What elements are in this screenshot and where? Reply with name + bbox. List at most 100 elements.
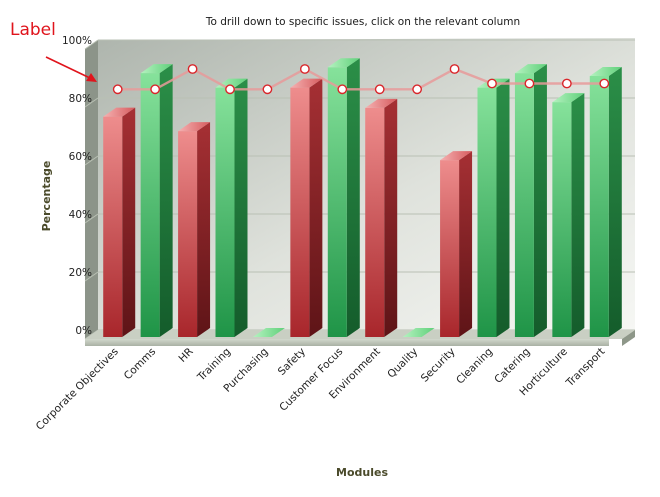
- bar-top: [402, 328, 435, 337]
- bar[interactable]: [440, 151, 473, 337]
- bar[interactable]: [290, 78, 323, 337]
- bar-top: [103, 107, 136, 117]
- line-point[interactable]: [112, 84, 123, 95]
- line-point[interactable]: [599, 78, 610, 89]
- line-point[interactable]: [225, 84, 235, 95]
- bar-top: [252, 328, 285, 337]
- bar-top: [589, 67, 622, 76]
- x-tick-label: Corporate Objectives: [34, 346, 121, 433]
- x-tick-label: Customer Focus: [277, 346, 345, 414]
- line-point[interactable]: [561, 78, 572, 89]
- x-tick-label: Comms: [122, 346, 159, 383]
- line-point[interactable]: [262, 84, 273, 95]
- bar[interactable]: [552, 93, 585, 337]
- bar-side: [496, 78, 510, 337]
- x-tick-label: Transport: [563, 346, 607, 390]
- gridline-side: [84, 271, 99, 282]
- bar-side: [159, 64, 173, 337]
- gridline-side: [84, 155, 99, 166]
- bar-front: [327, 67, 347, 338]
- bar-front: [440, 160, 460, 337]
- line-point[interactable]: [487, 78, 497, 89]
- bar-front: [365, 107, 385, 338]
- bar-side: [122, 107, 136, 337]
- bar-front: [290, 87, 310, 337]
- bar-top: [140, 64, 173, 74]
- y-tick-label: 0%: [75, 325, 92, 337]
- bar-side: [533, 64, 547, 337]
- x-tick-label: Training: [195, 346, 233, 384]
- floor-front: [85, 339, 609, 346]
- bar[interactable]: [514, 64, 547, 337]
- floor-side: [622, 330, 635, 346]
- line-point[interactable]: [449, 64, 460, 74]
- bar[interactable]: [103, 107, 136, 337]
- bar-front: [215, 87, 235, 337]
- bar-top: [327, 58, 360, 68]
- y-tick-label: 80%: [69, 93, 92, 105]
- bar-front: [140, 73, 160, 337]
- x-tick-label: Security: [419, 346, 458, 385]
- y-tick-label: 40%: [69, 209, 92, 221]
- gridline-side: [84, 97, 99, 108]
- bar-front: [477, 87, 497, 337]
- line-point[interactable]: [412, 84, 423, 95]
- chart-title: To drill down to specific issues, click …: [205, 16, 520, 28]
- bar-front: [514, 73, 534, 337]
- plot-left-wall: [85, 40, 98, 339]
- bar[interactable]: [327, 58, 360, 338]
- bar-top: [365, 98, 398, 108]
- bar-front: [552, 102, 572, 337]
- bar[interactable]: [215, 78, 248, 337]
- line-path: [117, 67, 605, 91]
- line-point[interactable]: [150, 84, 161, 95]
- y-tick-label: 20%: [69, 267, 92, 279]
- line-point[interactable]: [337, 84, 348, 95]
- bar-top: [178, 122, 211, 132]
- bar-side: [608, 67, 622, 337]
- bar-side: [309, 78, 323, 337]
- line-point[interactable]: [374, 84, 385, 95]
- annotation-label: Label: [10, 20, 56, 40]
- line-point[interactable]: [299, 64, 310, 74]
- bar[interactable]: [140, 64, 173, 337]
- bar-front: [103, 116, 123, 337]
- bar-top: [552, 93, 585, 103]
- x-tick-labels: Corporate Objectives Comms HR TrainingPurch…: [34, 346, 608, 433]
- x-tick-label: Cleaning: [454, 346, 495, 387]
- label-annotation-arrow-icon: [45, 56, 97, 82]
- x-tick-label: Quality: [385, 346, 420, 381]
- bars: [103, 58, 622, 338]
- bar-front: [178, 131, 198, 337]
- bar-side: [384, 98, 398, 338]
- bar[interactable]: [365, 98, 398, 338]
- bar-top: [290, 78, 323, 88]
- bar-side: [197, 122, 211, 337]
- line-series: [112, 64, 610, 95]
- bar-side: [459, 151, 473, 337]
- x-tick-label: Safety: [276, 346, 308, 378]
- y-tick-label: 100%: [62, 35, 92, 47]
- bar-front: [589, 76, 609, 337]
- bar-side: [571, 93, 585, 337]
- bar[interactable]: [477, 78, 510, 337]
- x-axis-title: Modules: [336, 466, 388, 479]
- line-point[interactable]: [524, 78, 535, 89]
- bar-top: [514, 64, 547, 74]
- bar[interactable]: [589, 67, 622, 337]
- y-tick-labels: 0% 20% 40% 60% 80% 100%: [62, 35, 92, 337]
- bar[interactable]: [402, 328, 435, 337]
- y-tick-label: 60%: [69, 151, 92, 163]
- gridline-side: [84, 213, 99, 224]
- y-axis-title: Percentage: [40, 161, 53, 232]
- bar-top: [440, 151, 473, 161]
- bar[interactable]: [252, 328, 285, 337]
- bar-side: [346, 58, 360, 338]
- gridline-side: [84, 39, 99, 50]
- bar[interactable]: [178, 122, 211, 337]
- line-point[interactable]: [187, 64, 198, 74]
- bar-side: [234, 78, 248, 337]
- x-tick-label: HR: [176, 346, 195, 365]
